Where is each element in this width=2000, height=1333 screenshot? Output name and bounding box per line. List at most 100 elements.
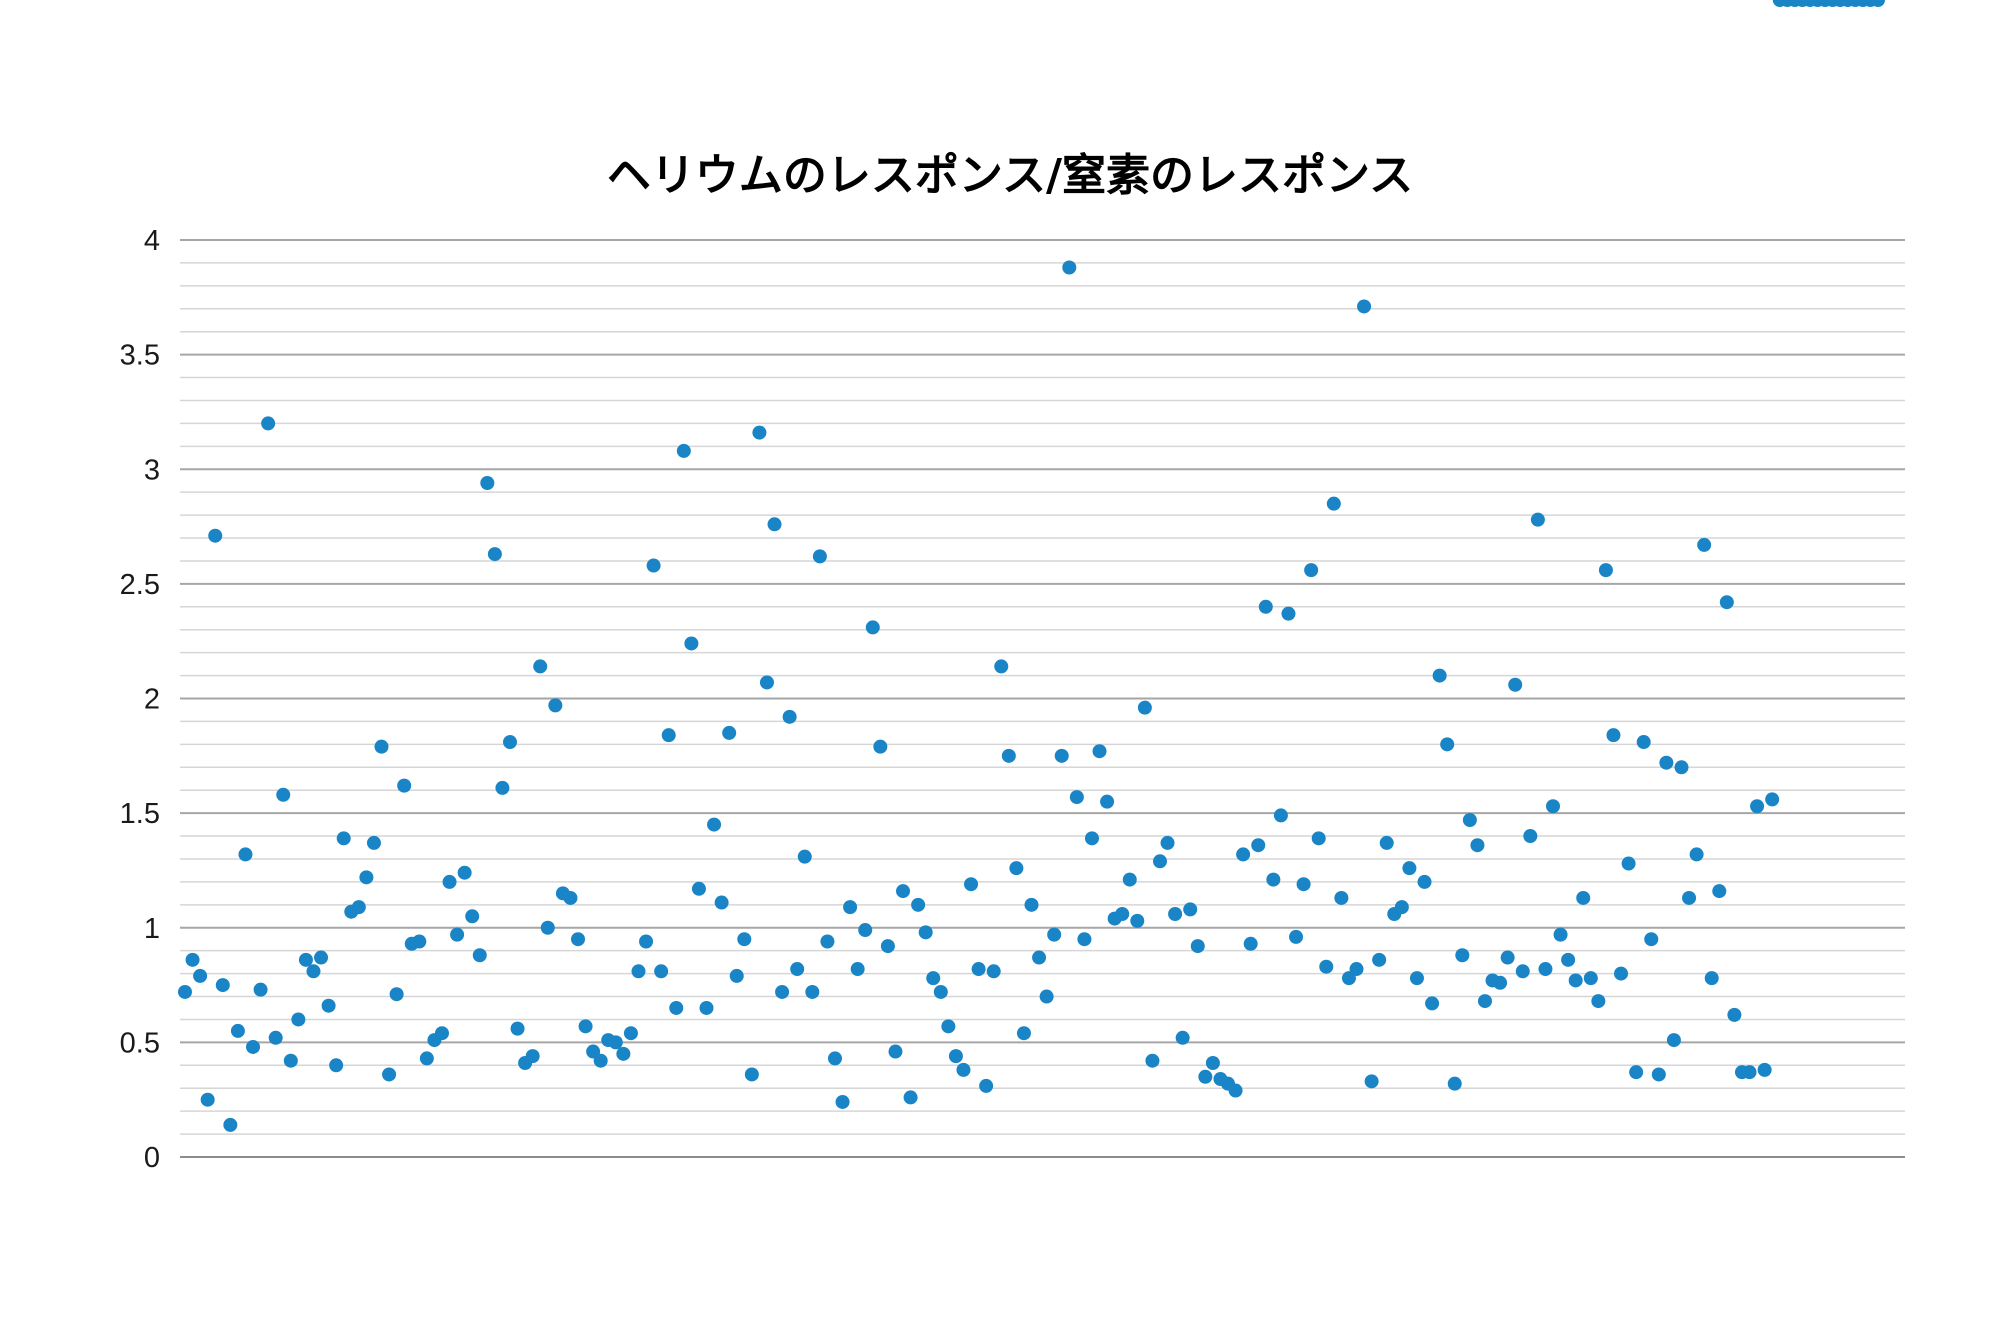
data-point (1425, 996, 1440, 1011)
data-point (691, 881, 706, 896)
data-point (646, 558, 661, 573)
data-point (1032, 950, 1047, 965)
data-point (1266, 872, 1281, 887)
data-point (1546, 799, 1561, 814)
y-tick-label: 2.5 (120, 569, 160, 601)
data-point (238, 847, 253, 862)
data-point (261, 416, 276, 431)
data-point (480, 476, 495, 491)
data-point (1001, 748, 1016, 763)
data-point (1145, 1053, 1160, 1068)
data-point (1100, 794, 1115, 809)
data-point (1636, 735, 1651, 750)
data-point (843, 900, 858, 915)
data-point (1251, 838, 1266, 853)
data-point (858, 923, 873, 938)
data-point (1500, 950, 1515, 965)
data-point (1047, 927, 1062, 942)
data-point (472, 948, 487, 963)
data-point (1409, 971, 1424, 986)
data-point (246, 1039, 261, 1054)
data-point (1092, 744, 1107, 759)
data-point (510, 1021, 525, 1036)
data-point (1137, 700, 1152, 715)
data-point (608, 1035, 623, 1050)
data-point (1160, 835, 1175, 850)
data-point (208, 528, 223, 543)
data-point (699, 1000, 714, 1015)
data-point (351, 900, 366, 915)
data-point (812, 549, 827, 564)
data-point (707, 817, 722, 832)
data-point (1273, 808, 1288, 823)
data-point (336, 831, 351, 846)
data-point (495, 780, 510, 795)
data-point (1296, 877, 1311, 892)
data-point (729, 968, 744, 983)
data-point (1576, 890, 1591, 905)
y-axis-tick-labels: 0 0.5 1 1.5 2 2.5 3 3.5 4 (120, 225, 160, 1174)
data-point (1674, 760, 1689, 775)
data-point (616, 1046, 631, 1061)
data-point (1190, 939, 1205, 954)
data-point (1402, 861, 1417, 876)
data-point (941, 1019, 956, 1034)
data-point (1659, 755, 1674, 770)
data-point (389, 987, 404, 1002)
data-point (835, 1094, 850, 1109)
data-point (1077, 932, 1092, 947)
data-point (1062, 260, 1077, 275)
data-point (1258, 599, 1273, 614)
data-point (1712, 884, 1727, 899)
data-point (820, 934, 835, 949)
data-point (1583, 971, 1598, 986)
data-point (669, 1000, 684, 1015)
data-point (1152, 854, 1167, 869)
data-point (790, 962, 805, 977)
data-point (1175, 1030, 1190, 1045)
data-point (767, 517, 782, 532)
data-point (1168, 906, 1183, 921)
data-point (684, 636, 699, 651)
data-point (782, 709, 797, 724)
data-point (314, 950, 329, 965)
data-point (268, 1030, 283, 1045)
data-point (276, 787, 291, 802)
data-point (964, 877, 979, 892)
data-point (215, 978, 230, 993)
data-point (1440, 737, 1455, 752)
data-point (359, 870, 374, 885)
data-point (880, 939, 895, 954)
y-tick-label: 1.5 (120, 798, 160, 830)
data-point (1477, 994, 1492, 1009)
data-point (442, 874, 457, 889)
y-tick-label: 1 (144, 913, 160, 945)
data-point (926, 971, 941, 986)
data-point (1523, 829, 1538, 844)
data-point (253, 982, 268, 997)
data-point (933, 984, 948, 999)
data-point (193, 968, 208, 983)
data-point (571, 932, 586, 947)
data-point (1326, 496, 1341, 511)
data-point (1530, 512, 1545, 527)
data-point (1379, 835, 1394, 850)
data-point (540, 920, 555, 935)
gridlines (180, 239, 1905, 1158)
data-point (1682, 890, 1697, 905)
data-point (185, 952, 200, 967)
data-point (1289, 929, 1304, 944)
data-point (797, 849, 812, 864)
data-point (1493, 975, 1508, 990)
data-point (298, 952, 313, 967)
data-point (888, 1044, 903, 1059)
data-point (1334, 890, 1349, 905)
data-point (223, 1117, 238, 1132)
data-point (1084, 831, 1099, 846)
data-point (397, 778, 412, 793)
data-point (306, 964, 321, 979)
data-point (1719, 595, 1734, 610)
data-point (979, 1078, 994, 1093)
data-point (1606, 728, 1621, 743)
